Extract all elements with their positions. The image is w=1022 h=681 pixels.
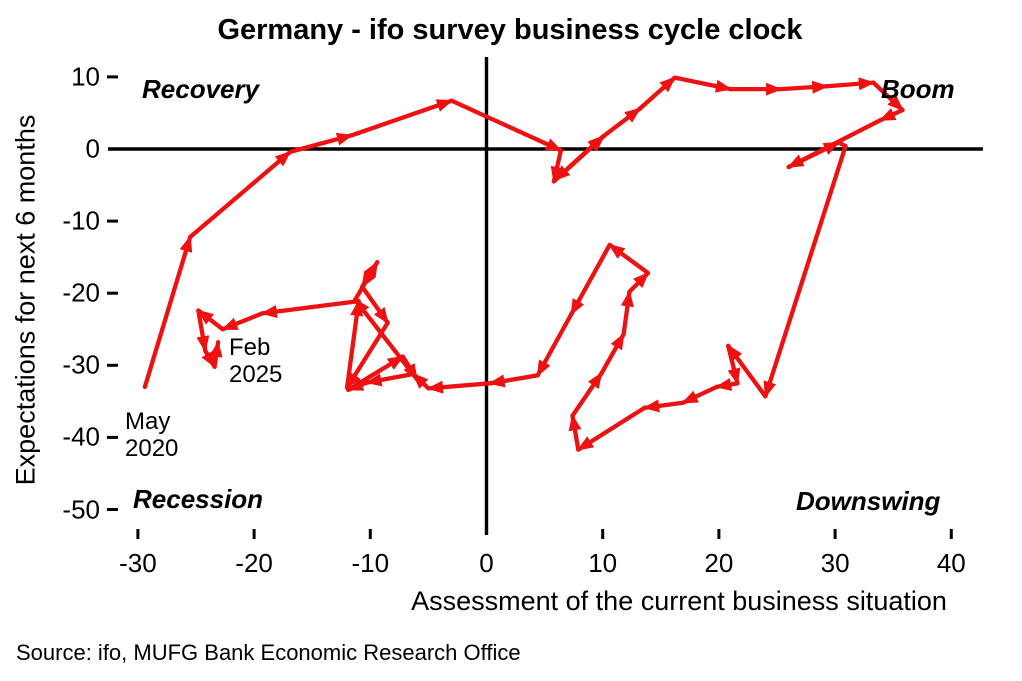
quadrant-label-recession: Recession [133, 484, 264, 514]
y-tick-label: -50 [62, 494, 100, 524]
y-tick-label: -40 [62, 421, 100, 452]
x-tick-label: 30 [820, 548, 850, 578]
annotation-may-2020: May 2020 [125, 408, 178, 462]
x-axis-title: Assessment of the current business situa… [411, 586, 947, 616]
x-tick-label: 0 [479, 548, 494, 578]
y-tick-label: -10 [62, 205, 100, 236]
y-tick-label: -20 [62, 277, 100, 308]
quadrant-label-downswing: Downswing [796, 486, 941, 516]
x-tick-label: 10 [588, 548, 618, 578]
annotation-line: 2020 [125, 435, 179, 462]
axes [107, 57, 983, 539]
x-tick-label: -30 [119, 548, 157, 578]
quadrant-label-recovery: Recovery [142, 74, 260, 104]
y-tick-label: 0 [85, 133, 100, 164]
y-tick-label: 10 [71, 61, 100, 92]
cycle-path-line [142, 75, 905, 452]
x-tick-label: -10 [351, 548, 390, 578]
quadrant-label-boom: Boom [881, 74, 955, 104]
x-tick-label: 40 [936, 548, 966, 578]
annotation-line: Feb [229, 334, 271, 361]
annotation-line: May [125, 408, 171, 435]
chart-title: Germany - ifo survey business cycle cloc… [217, 14, 803, 46]
x-tick-label: -20 [235, 548, 273, 578]
y-tick-label: -30 [62, 349, 100, 380]
x-tick-label: 20 [704, 548, 734, 578]
annotation-feb-2025: Feb 2025 [229, 334, 282, 388]
source-note: Source: ifo, MUFG Bank Economic Research… [16, 640, 521, 665]
y-axis-title: Expectations for next 6 months [10, 114, 41, 486]
annotation-line: 2025 [229, 361, 283, 388]
